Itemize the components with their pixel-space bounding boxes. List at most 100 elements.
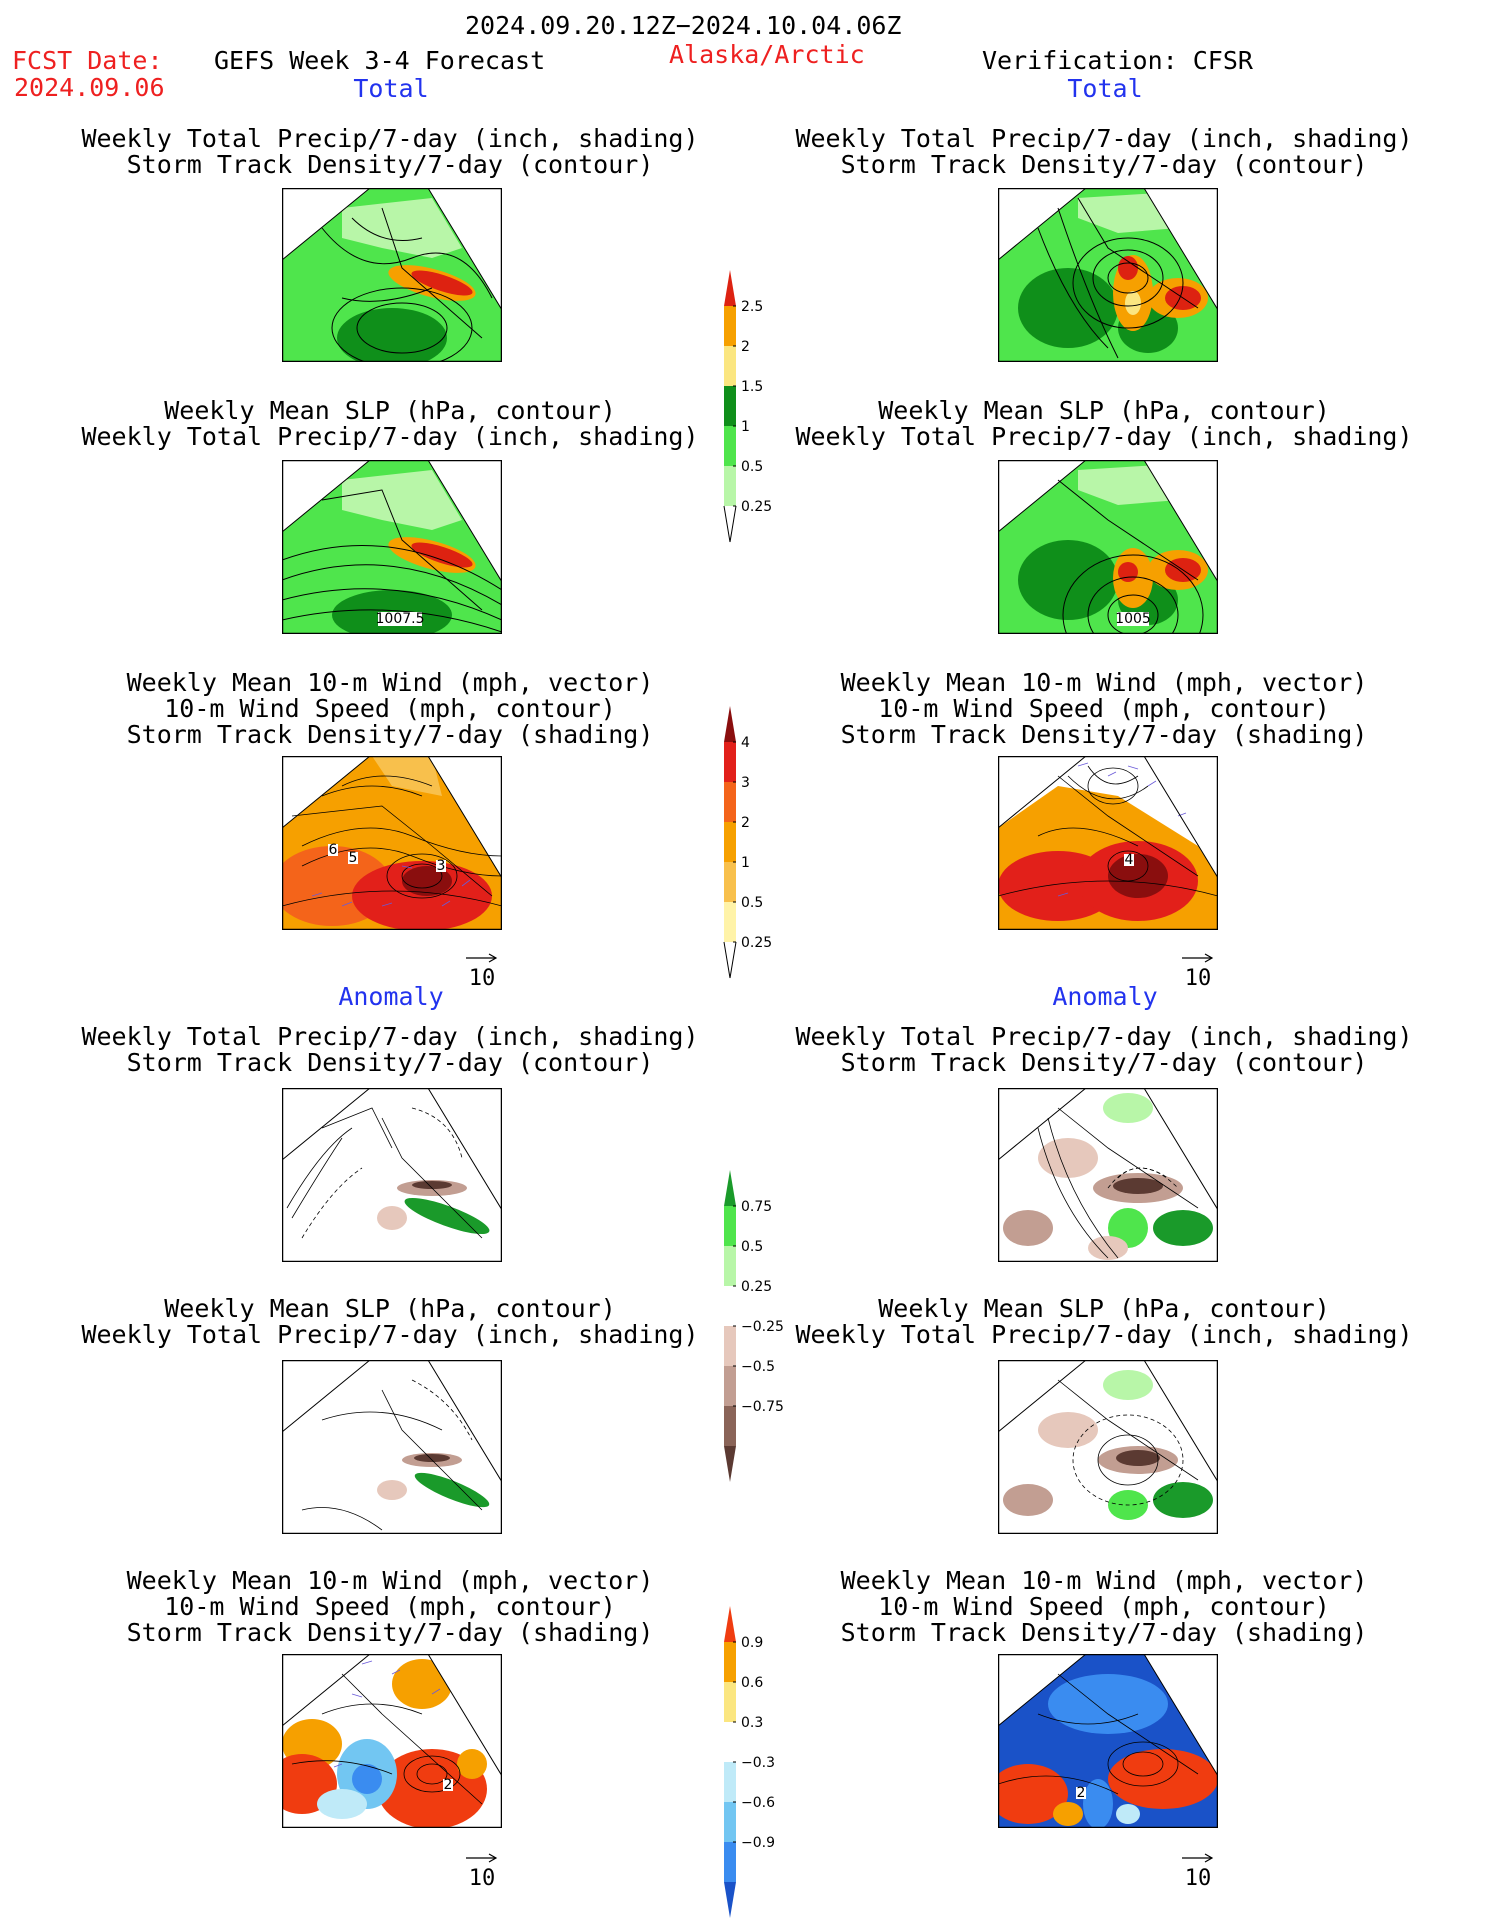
colorbar-tick-label: 0.3: [741, 1715, 763, 1731]
panel-title: Weekly Mean 10-m Wind (mph, vector) 10-m …: [840, 1566, 1368, 1647]
arrow-right-icon: [466, 953, 498, 963]
panel-title: Weekly Mean 10-m Wind (mph, vector) 10-m …: [840, 668, 1368, 749]
slp-contour-label: 1005: [1115, 611, 1151, 627]
colorbar-tick-label: 0.9: [741, 1635, 763, 1651]
map-wind-anom-storm-cfsr: 2: [998, 1654, 1218, 1828]
colorbar-tick-label: −0.75: [741, 1399, 784, 1415]
colorbar-storm-anom: 0.9 0.6 0.3 −0.3 −0.6 −0.9: [720, 1606, 840, 1918]
colorbar-segment: [724, 822, 736, 862]
vector-reference: 10: [1178, 1850, 1238, 1891]
colorbar-segment: [724, 1246, 736, 1286]
colorbar-segment: [724, 1326, 736, 1366]
wind-contour-label: 2: [444, 1777, 453, 1793]
colorbar-storm-total-svg: 4 3 2 1 0.5 0.25: [723, 706, 772, 979]
product-title: GEFS Week 3-4 Forecast: [214, 46, 546, 75]
colorbar-segment: [724, 1842, 736, 1882]
colorbar-storm-anom-svg: 0.9 0.6 0.3 −0.3 −0.6 −0.9: [724, 1606, 775, 1918]
date-range-title: 2024.09.20.12Z−2024.10.04.06Z: [465, 11, 902, 40]
colorbar-tick-label: −0.3: [741, 1755, 775, 1771]
colorbar-cap-top: [724, 1170, 736, 1206]
panel-title: Weekly Total Precip/7-day (inch, shading…: [81, 1022, 699, 1077]
colorbar-segment: [724, 1682, 736, 1722]
colorbar-segment: [724, 1722, 736, 1762]
colorbar-segment: [724, 742, 736, 782]
colorbar-tick-label: 0.5: [741, 459, 763, 475]
left-anomaly-label: Anomaly: [338, 982, 444, 1011]
slp-contour-label: 1007.5: [376, 611, 425, 627]
map-precip-anom-storm-cfsr: [998, 1088, 1218, 1262]
arrow-right-icon: [1182, 953, 1214, 963]
panel-title: Weekly Mean SLP (hPa, contour) Weekly Tot…: [81, 396, 699, 451]
colorbar-precip-total-svg: 2.5 2 1.5 1 0.5 0.25: [723, 270, 772, 543]
arrow-right-icon: [466, 1853, 498, 1863]
map-slp-anom-precip-cfsr: [998, 1360, 1218, 1534]
panel-title: Weekly Mean 10-m Wind (mph, vector) 10-m …: [126, 668, 654, 749]
colorbar-segment: [724, 386, 736, 426]
colorbar-segment: [724, 1206, 736, 1246]
colorbar-tick-label: −0.25: [741, 1319, 784, 1335]
arrow-right-icon: [1182, 1853, 1214, 1863]
colorbar-precip-total: 2.5 2 1.5 1 0.5 0.25: [720, 270, 840, 560]
left-total-label: Total: [353, 74, 429, 103]
colorbar-precip-anom-svg: 0.75 0.5 0.25 −0.25 −0.5 −0.75: [724, 1170, 784, 1482]
colorbar-segment: [724, 902, 736, 942]
colorbar-tick-label: 4: [741, 735, 750, 751]
wind-contour-label: 6: [329, 842, 338, 858]
colorbar-tick-label: −0.6: [741, 1795, 775, 1811]
map-slp-precip-cfsr: 1005: [998, 460, 1218, 634]
colorbar-tick-label: 1: [741, 855, 750, 871]
vector-reference: 10: [462, 1850, 522, 1891]
vector-reference: 10: [1178, 950, 1238, 991]
region-title: Alaska/Arctic: [669, 40, 865, 69]
colorbar-segment: [724, 1406, 736, 1446]
colorbar-tick-label: 0.75: [741, 1199, 772, 1215]
colorbar-tick-label: 0.25: [741, 499, 772, 515]
panel-title: Weekly Mean 10-m Wind (mph, vector) 10-m …: [126, 1566, 654, 1647]
colorbar-segment: [724, 782, 736, 822]
colorbar-segment: [724, 466, 736, 506]
colorbar-tick-label: −0.5: [741, 1359, 775, 1375]
map-slp-anom-precip-gefs: [282, 1360, 502, 1534]
colorbar-cap-top: [724, 706, 736, 742]
colorbar-segment: [724, 1642, 736, 1682]
panel-title: Weekly Mean SLP (hPa, contour) Weekly Tot…: [795, 1294, 1413, 1349]
panel-title: Weekly Total Precip/7-day (inch, shading…: [81, 124, 699, 179]
right-total-label: Total: [1067, 74, 1143, 103]
colorbar-segment: [724, 1366, 736, 1406]
colorbar-segment: [724, 1762, 736, 1802]
colorbar-segment: [724, 426, 736, 466]
map-wind-storm-gefs: 6 5 3: [282, 756, 502, 930]
colorbar-segment: [724, 1802, 736, 1842]
right-anomaly-label: Anomaly: [1052, 982, 1158, 1011]
map-wind-anom-storm-gefs: 2: [282, 1654, 502, 1828]
colorbar-precip-anom: 0.75 0.5 0.25 −0.25 −0.5 −0.75: [720, 1170, 840, 1482]
colorbar-segment: [724, 862, 736, 902]
colorbar-tick-label: 0.5: [741, 1239, 763, 1255]
wind-contour-label: 4: [1125, 852, 1134, 868]
map-slp-precip-gefs: 1007.5: [282, 460, 502, 634]
colorbar-tick-label: 1.5: [741, 379, 763, 395]
colorbar-segment: [724, 306, 736, 346]
panel-title: Weekly Total Precip/7-day (inch, shading…: [795, 124, 1413, 179]
verification-title: Verification: CFSR: [982, 46, 1253, 75]
wind-contour-label: 2: [1077, 1785, 1086, 1801]
colorbar-tick-label: 2.5: [741, 299, 763, 315]
colorbar-cap-top: [724, 270, 736, 306]
colorbar-segment: [724, 1286, 736, 1326]
colorbar-cap-bottom: [723, 941, 731, 979]
map-wind-storm-cfsr: 4: [998, 756, 1218, 930]
panel-title: Weekly Total Precip/7-day (inch, shading…: [795, 1022, 1413, 1077]
colorbar-segment: [724, 346, 736, 386]
colorbar-tick-label: 2: [741, 339, 750, 355]
colorbar-tick-label: 2: [741, 815, 750, 831]
colorbar-cap-bottom: [723, 505, 731, 543]
fcst-date-label: FCST Date:: [12, 46, 163, 75]
panel-title: Weekly Mean SLP (hPa, contour) Weekly Tot…: [81, 1294, 699, 1349]
colorbar-tick-label: 0.5: [741, 895, 763, 911]
fcst-date-value: 2024.09.06: [14, 73, 165, 102]
wind-contour-label: 5: [349, 850, 358, 866]
colorbar-storm-total: 4 3 2 1 0.5 0.25: [720, 706, 840, 996]
vector-reference: 10: [462, 950, 522, 991]
panel-title: Weekly Mean SLP (hPa, contour) Weekly Tot…: [795, 396, 1413, 451]
colorbar-tick-label: −0.9: [741, 1835, 775, 1851]
